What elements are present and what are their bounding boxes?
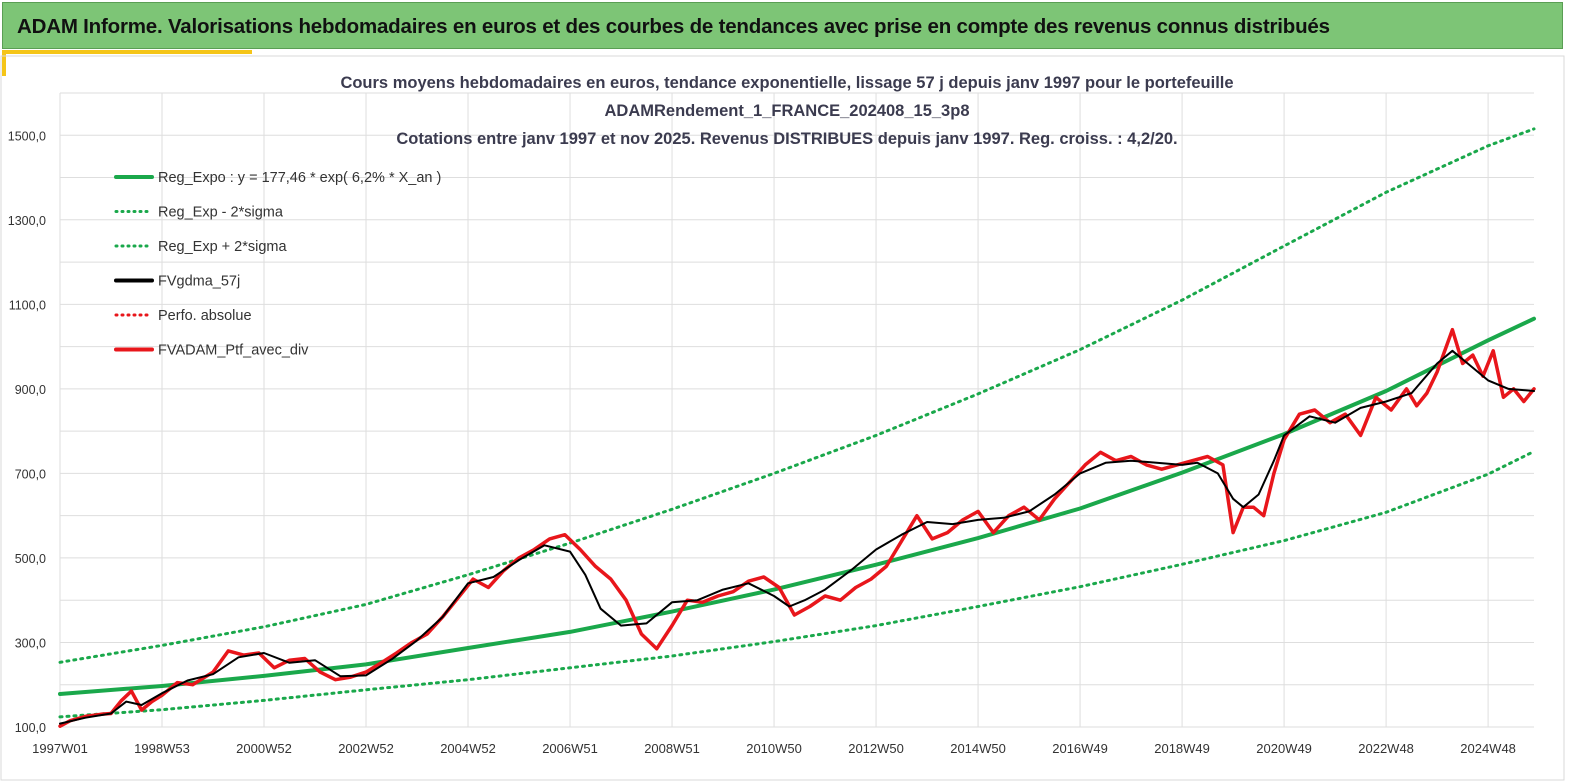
- x-tick-label: 2024W48: [1460, 741, 1516, 756]
- x-tick-label: 1998W53: [134, 741, 190, 756]
- x-tick-label: 2014W50: [950, 741, 1006, 756]
- x-tick-label: 2010W50: [746, 741, 802, 756]
- x-tick-label: 2006W51: [542, 741, 598, 756]
- legend-label: Reg_Exp - 2*sigma: [158, 205, 284, 221]
- chart-grid: [59, 92, 1534, 728]
- banner-title: ADAM Informe. Valorisations hebdomadaire…: [17, 15, 1330, 38]
- chart-title-line: ADAMRendement_1_FRANCE_202408_15_3p8: [605, 102, 970, 120]
- chart-series: [58, 127, 1536, 728]
- header-banner: ADAM Informe. Valorisations hebdomadaire…: [2, 2, 1563, 49]
- chart: 100,0 300,0 500,0 700,0 900,0 1100,0 1300,0 150…: [0, 55, 1565, 781]
- x-tick-label: 2002W52: [338, 741, 394, 756]
- x-tick-label: 2000W52: [236, 741, 292, 756]
- y-tick-label: 900,0: [15, 383, 46, 397]
- series-reg-exp-2-sigma: [58, 127, 1536, 664]
- series-reg-expo: [58, 316, 1536, 696]
- x-tick-label: 2008W51: [644, 741, 700, 756]
- y-axis: 100,0 300,0 500,0 700,0 900,0 1100,0 1300,0 150…: [8, 129, 46, 735]
- y-tick-label: 500,0: [15, 552, 46, 566]
- chart-legend: Reg_Expo : y = 177,46 * exp( 6,2% * X_an…: [114, 170, 441, 359]
- x-tick-label: 2022W48: [1358, 741, 1414, 756]
- accent-bar: [2, 50, 252, 54]
- legend-label: FVADAM_Ptf_avec_div: [158, 343, 309, 359]
- y-tick-label: 300,0: [15, 636, 46, 650]
- legend-label: Reg_Exp + 2*sigma: [158, 239, 287, 255]
- x-tick-label: 1997W01: [32, 741, 88, 756]
- accent-bar-left: [2, 50, 6, 76]
- legend-label: FVgdma_57j: [158, 274, 240, 290]
- x-tick-label: 2012W50: [848, 741, 904, 756]
- y-tick-label: 1300,0: [8, 214, 46, 228]
- legend-label: Perfo. absolue: [158, 308, 252, 324]
- legend-label: Reg_Expo : y = 177,46 * exp( 6,2% * X_an…: [158, 170, 441, 186]
- y-tick-label: 1500,0: [8, 129, 46, 143]
- x-tick-label: 2004W52: [440, 741, 496, 756]
- x-tick-label: 2018W49: [1154, 741, 1210, 756]
- y-tick-label: 100,0: [15, 721, 46, 735]
- series-reg-exp-2-sigma: [58, 449, 1536, 719]
- y-tick-label: 700,0: [15, 467, 46, 481]
- chart-title-line: Cotations entre janv 1997 et nov 2025. R…: [396, 130, 1177, 148]
- x-tick-label: 2016W49: [1052, 741, 1108, 756]
- series-fvgdma-57j: [59, 349, 1535, 725]
- chart-frame: [0, 55, 1565, 781]
- x-axis: 1997W01 1998W53 2000W52 2002W52 2004W52 2006W…: [32, 741, 1516, 756]
- y-tick-label: 1100,0: [9, 298, 46, 312]
- x-tick-label: 2020W49: [1256, 741, 1312, 756]
- chart-title: Cours moyens hebdomadaires en euros, ten…: [340, 74, 1233, 148]
- chart-title-line: Cours moyens hebdomadaires en euros, ten…: [340, 74, 1233, 92]
- series-fvadam-ptf-avec-div: [58, 327, 1536, 728]
